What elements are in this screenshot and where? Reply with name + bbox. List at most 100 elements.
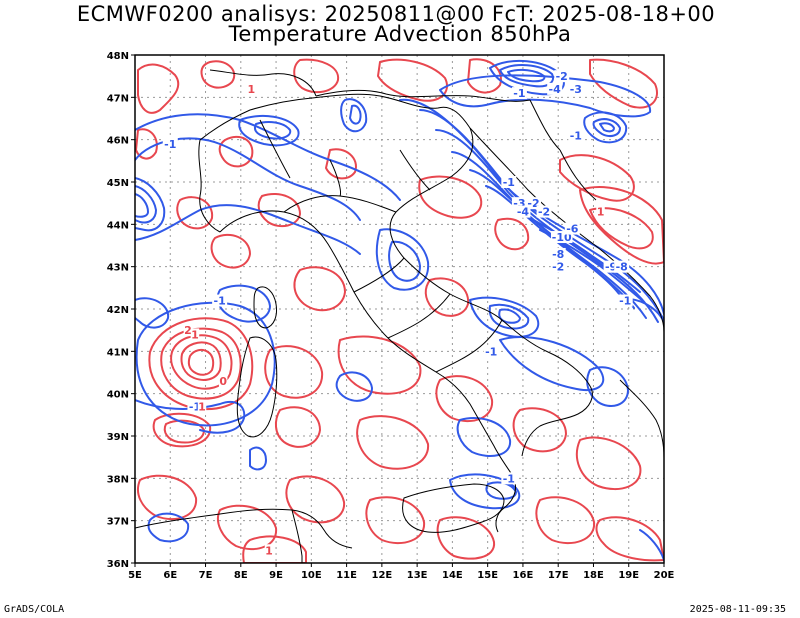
cold-contour xyxy=(469,296,540,338)
cold-contour xyxy=(435,129,659,323)
contour-label-bg xyxy=(568,82,584,95)
lat-tick-label: 40N xyxy=(107,390,129,401)
lon-tick-label: 9E xyxy=(269,570,283,581)
region-border xyxy=(435,319,503,373)
cold-contour xyxy=(135,204,361,255)
cold-contour xyxy=(456,417,512,457)
warm-contour xyxy=(424,277,470,317)
tunisia-coast xyxy=(291,509,303,563)
contour-label: -3 xyxy=(570,83,582,96)
contour-label-bg xyxy=(212,294,228,307)
contour-label: -1 xyxy=(214,295,226,308)
contour-label: -2 xyxy=(552,261,564,274)
contour-label: -8 xyxy=(552,248,564,261)
warm-contour xyxy=(264,345,324,399)
warm-contour xyxy=(595,516,664,562)
lon-tick-label: 6E xyxy=(163,570,177,581)
warm-contour xyxy=(274,406,321,448)
warm-contour xyxy=(293,266,346,312)
contour-label-bg xyxy=(218,374,228,387)
sardinia-coast xyxy=(236,336,278,438)
cold-contour xyxy=(254,121,292,140)
contour-label: -2 xyxy=(538,206,550,219)
lon-tick-label: 7E xyxy=(199,570,213,581)
contour-label-bg xyxy=(550,247,566,260)
lon-tick-label: 13E xyxy=(407,570,428,581)
warm-contour xyxy=(200,60,236,89)
warm-contour xyxy=(494,217,530,251)
contour-label: -6 xyxy=(566,223,579,236)
timestamp: 2025-08-11-09:35 xyxy=(689,604,786,615)
sicily-coast xyxy=(402,483,505,533)
contour-label: -1 xyxy=(485,345,497,358)
lon-tick-label: 10E xyxy=(301,570,322,581)
cold-contour xyxy=(592,118,621,137)
warm-contour xyxy=(152,412,212,448)
cold-contour xyxy=(238,114,300,147)
cold-contour xyxy=(135,177,166,232)
map-title: ECMWF0200 analisys: 20250811@00 FcT: 202… xyxy=(76,2,716,26)
cold-contour xyxy=(340,98,368,133)
contour-label-bg xyxy=(536,205,552,218)
map-plot-area: -1-2-4 -3-1-1-1-3 -2-2-4-10-6-8-2 -9-8-1 -1-… xyxy=(135,55,664,563)
warm-contour xyxy=(218,135,254,168)
lon-tick-label: 17E xyxy=(548,570,569,581)
longitude-axis: 5E 6E 7E 8E 9E 10E 11E 12E 13E 14E 15E 16E 17E 18E 19E… xyxy=(128,563,675,581)
lat-tick-label: 46N xyxy=(107,136,129,147)
region-border xyxy=(529,99,561,151)
contour-label: -2 xyxy=(556,70,568,83)
contour-label-bg xyxy=(501,176,517,188)
contour-label-bg xyxy=(568,129,584,142)
map-subtitle: Temperature Advection 850hPa xyxy=(228,22,572,46)
warm-contour xyxy=(559,154,635,202)
warm-contour xyxy=(176,196,214,230)
cold-contour xyxy=(507,68,546,83)
contour-label: 1 xyxy=(597,206,605,219)
warm-contour xyxy=(418,175,483,219)
contour-label-bg xyxy=(190,328,200,341)
cold-contour xyxy=(147,512,190,543)
cold-contour xyxy=(529,217,641,293)
contour-label: 0 xyxy=(219,375,227,388)
contour-label: -1 xyxy=(164,138,176,151)
region-border xyxy=(559,149,597,201)
cold-contour xyxy=(439,74,652,118)
warm-contour xyxy=(180,341,222,381)
contour-label-bg xyxy=(550,260,566,273)
contour-label-bg xyxy=(614,260,630,273)
cold-contour xyxy=(349,104,362,125)
contour-label: 1 xyxy=(265,544,273,557)
warm-contour xyxy=(589,58,658,109)
contour-label-bg xyxy=(264,544,274,557)
austria-border xyxy=(315,89,531,102)
lon-tick-label: 14E xyxy=(442,570,463,581)
lon-tick-label: 18E xyxy=(583,570,604,581)
warm-contour xyxy=(148,317,254,410)
contour-label: -9 xyxy=(605,261,617,274)
contour-label: -1 xyxy=(619,295,631,308)
lat-tick-label: 43N xyxy=(107,263,129,274)
cold-contour xyxy=(135,399,246,434)
corsica-coast xyxy=(253,286,277,329)
lon-tick-label: 16E xyxy=(513,570,534,581)
lat-tick-label: 48N xyxy=(107,51,129,62)
cold-contour xyxy=(499,336,605,391)
warm-contour xyxy=(242,535,307,563)
calabria-coast xyxy=(495,477,517,533)
contour-label: -2 xyxy=(527,197,539,210)
lon-tick-label: 19E xyxy=(618,570,639,581)
warm-contour xyxy=(285,475,346,524)
lat-tick-label: 47N xyxy=(107,93,129,104)
contour-label: 2 xyxy=(184,324,192,337)
cold-contour xyxy=(639,529,664,561)
lat-tick-label: 39N xyxy=(107,432,129,443)
contour-label: -4 xyxy=(517,206,530,219)
france-border xyxy=(198,139,221,233)
balkan-coast xyxy=(469,127,664,333)
cold-contour xyxy=(135,185,157,224)
lon-tick-label: 11E xyxy=(336,570,357,581)
north-africa-coast xyxy=(135,508,353,549)
contour-label: 1 xyxy=(248,83,256,96)
warm-contour xyxy=(436,516,496,560)
